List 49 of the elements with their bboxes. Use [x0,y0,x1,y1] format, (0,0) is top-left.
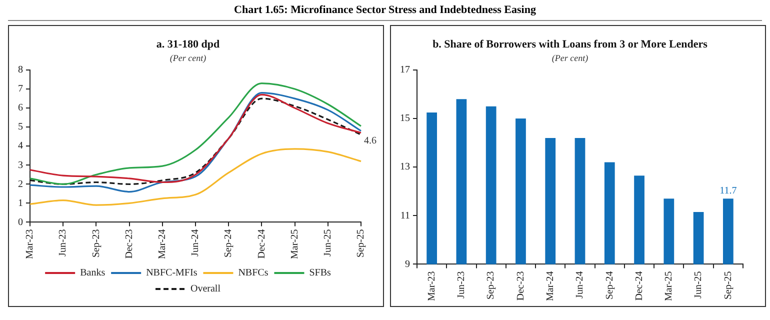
chart-title: b. Share of Borrowers with Loans from 3 or More Lenders [432,38,708,50]
x-tick-label: Jun-25 [322,229,334,256]
x-tick-label: Sep-25 [722,271,734,300]
chart-title: a. 31-180 dpd [156,38,220,50]
y-tick-label: 3 [18,160,23,171]
y-tick-label: 8 [18,64,23,76]
x-tick-label: Sep-24 [223,229,234,258]
legend-label: Overall [190,284,221,295]
x-tick-label: Mar-23 [426,271,438,302]
x-tick-label: Dec-24 [256,229,268,259]
y-tick-label: 11 [400,210,410,222]
x-tick-label: Sep-23 [90,229,102,258]
x-tick-label: Dec-23 [515,271,526,301]
x-tick-label: Jun-24 [574,271,586,298]
x-tick-label: Sep-24 [604,271,616,300]
y-tick-label: 9 [405,258,410,270]
x-tick-label: Dec-24 [634,271,645,301]
x-tick-label: Mar-25 [289,229,300,260]
y-tick-label: 1 [18,198,23,209]
x-tick-label: Mar-24 [157,229,168,260]
chart-subtitle: (Per cent) [552,52,588,63]
x-tick-label: Mar-25 [664,271,675,302]
y-tick-label: 2 [18,178,23,190]
line-series [29,148,362,206]
y-tick-label: 6 [18,102,23,114]
data-label: 4.6 [364,135,376,146]
x-tick-label: Mar-24 [544,271,556,302]
x-tick-label: Mar-23 [24,229,36,260]
y-tick-label: 5 [18,122,23,133]
y-tick-label: 7 [18,84,23,95]
y-tick-label: 13 [400,162,410,173]
legend-label: SFBs [309,268,332,279]
y-tick-label: 17 [400,64,410,76]
y-tick-label: 4 [18,140,23,152]
data-label: 11.7 [720,185,737,196]
x-tick-label: Jun-25 [693,271,704,298]
x-tick-label: Dec-23 [124,229,135,259]
chart-subtitle: (Per cent) [170,52,206,63]
x-tick-label: Jun-23 [456,271,468,298]
x-tick-label: Sep-23 [486,271,497,300]
caption: Chart 1.65: Microfinance Sector Stress and Indebtedness Easing [8,0,762,21]
x-tick-label: Jun-23 [58,229,69,256]
y-tick-label: 0 [18,216,23,228]
legend-label: NBFC-MFIs [146,268,198,279]
legend-label: Banks [80,268,106,279]
x-tick-label: Sep-25 [356,229,367,258]
legend-label: NBFCs [238,268,268,279]
x-tick-label: Jun-24 [190,229,202,256]
y-tick-label: 15 [400,113,410,124]
